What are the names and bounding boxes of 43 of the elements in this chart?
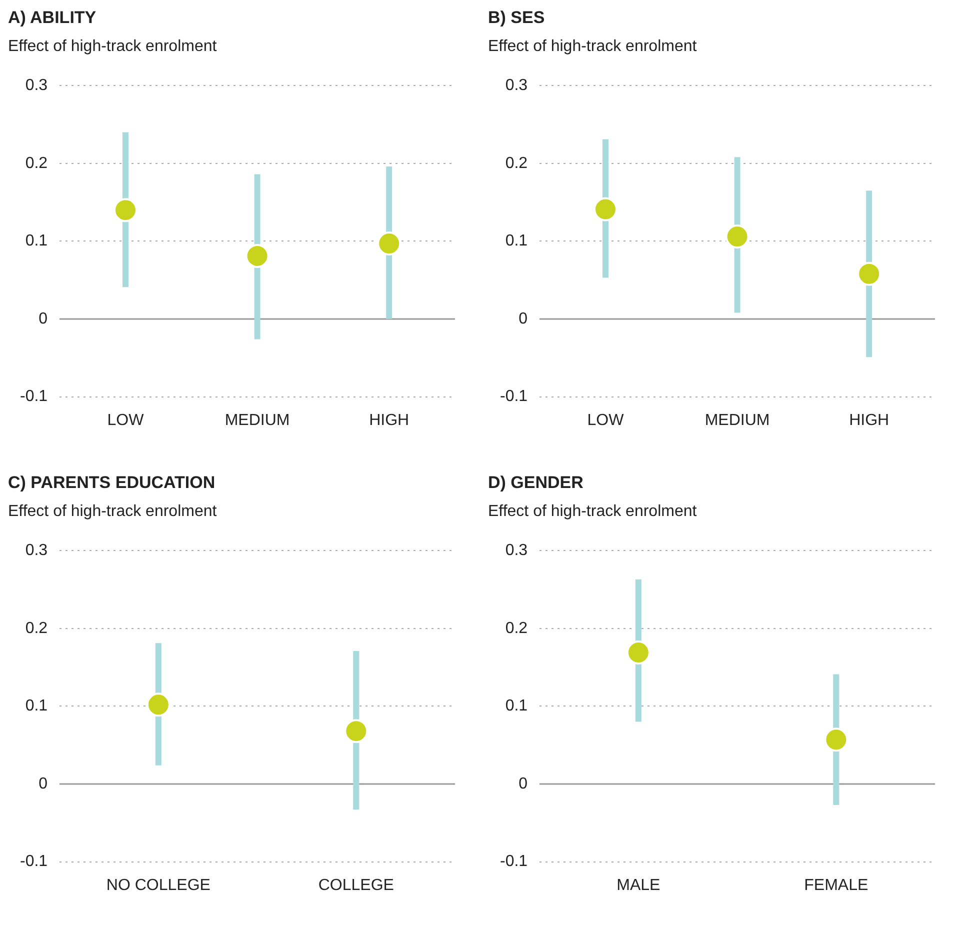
y-tick-label: 0 bbox=[518, 310, 528, 328]
y-tick-label: 0.1 bbox=[25, 698, 48, 715]
y-tick-label: 0.2 bbox=[25, 154, 48, 172]
point bbox=[377, 232, 402, 256]
y-tick-label: -0.1 bbox=[500, 388, 528, 406]
y-axis-title: Effect of high-track enrolment bbox=[488, 38, 698, 57]
x-tick-label: COLLEGE bbox=[318, 876, 394, 894]
y-tick-label: 0.3 bbox=[25, 77, 48, 94]
x-tick-label: FEMALE bbox=[804, 876, 868, 894]
x-tick-label: NO COLLEGE bbox=[106, 876, 210, 894]
x-tick-label: HIGH bbox=[369, 412, 410, 429]
chart-title: A) ABILITY bbox=[8, 7, 98, 29]
y-tick-label: 0.2 bbox=[505, 620, 528, 637]
y-tick-label: 0.3 bbox=[505, 77, 528, 94]
y-tick-label: 0.2 bbox=[505, 154, 528, 172]
point bbox=[245, 244, 270, 268]
x-tick-label: LOW bbox=[107, 412, 145, 429]
y-tick-label: 0.1 bbox=[25, 232, 48, 250]
chart-title: C) PARENTS EDUCATION bbox=[8, 472, 216, 494]
y-tick-label: 0.3 bbox=[25, 542, 48, 560]
y-tick-label: -0.1 bbox=[20, 853, 48, 870]
y-tick-label: 0.1 bbox=[505, 232, 528, 250]
point bbox=[857, 262, 882, 286]
y-tick-label: 0.3 bbox=[505, 542, 528, 560]
chart-title: B) SES bbox=[488, 7, 546, 29]
y-axis-title: Effect of high-track enrolment bbox=[8, 38, 218, 57]
x-tick-label: MALE bbox=[616, 876, 660, 894]
y-tick-label: 0 bbox=[518, 775, 528, 792]
x-tick-label: MEDIUM bbox=[704, 412, 770, 429]
y-tick-label: 0.2 bbox=[25, 620, 48, 637]
x-tick-label: MEDIUM bbox=[224, 412, 290, 429]
point bbox=[725, 224, 750, 249]
y-tick-label: -0.1 bbox=[20, 388, 48, 406]
y-axis-title: Effect of high-track enrolment bbox=[488, 503, 698, 522]
y-axis-title: Effect of high-track enrolment bbox=[8, 503, 218, 522]
point bbox=[593, 197, 618, 222]
y-tick-label: 0 bbox=[38, 775, 48, 792]
x-tick-label: HIGH bbox=[849, 412, 890, 429]
x-tick-label: LOW bbox=[587, 412, 625, 429]
y-tick-label: 0 bbox=[38, 310, 48, 328]
y-tick-label: -0.1 bbox=[500, 853, 528, 870]
y-tick-label: 0.1 bbox=[505, 698, 528, 715]
chart-title: D) GENDER bbox=[488, 472, 584, 494]
